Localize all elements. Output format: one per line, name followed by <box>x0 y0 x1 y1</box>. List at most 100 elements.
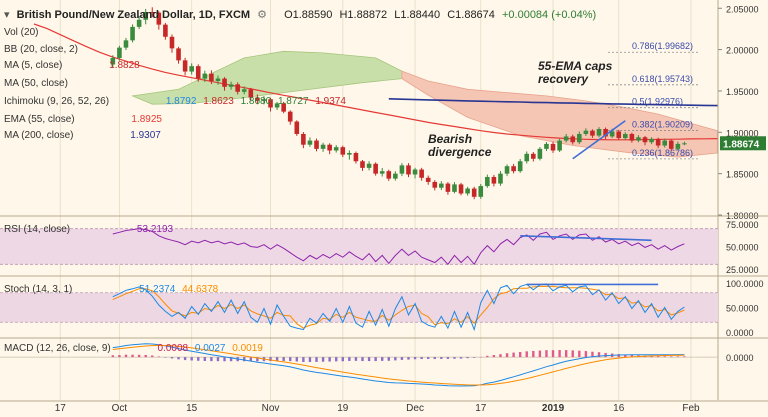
fib-label-2: 0.5(1.92976) <box>632 97 683 107</box>
macd-tick-label-0: 0.0000 <box>726 353 754 363</box>
candle-body <box>163 24 168 37</box>
legend-bb[interactable]: BB (20, close, 2) <box>4 44 82 55</box>
candle-body <box>287 111 293 122</box>
macd-hist-bar <box>466 357 469 359</box>
macd-hist-bar <box>354 357 358 361</box>
macd-hist-bar <box>197 357 200 361</box>
candle-body <box>583 130 589 134</box>
legend-rsi-label: RSI (14, close) <box>4 224 71 235</box>
legend-ichimoku-value-2: 1.8623 <box>203 96 234 107</box>
candle-body <box>425 177 431 182</box>
open-value: O1.88590 <box>284 9 333 21</box>
legend-macd[interactable]: MACD (12, 26, close, 9) 0.0008 0.0027 0.… <box>4 343 267 354</box>
candle-body <box>353 152 359 162</box>
legend-macd-hist-value: 0.0008 <box>157 343 189 354</box>
legend-ema55-value: 1.8925 <box>131 114 162 125</box>
macd-hist-bar <box>223 357 226 362</box>
legend-vol-label: Vol (20) <box>4 27 39 38</box>
legend-stoch[interactable]: Stoch (14, 3, 1) 51.2374 44.6378 <box>4 284 222 295</box>
price-tick-label-1: 2.00000 <box>726 46 759 56</box>
legend-macd-label: MACD (12, 26, close, 9) <box>4 343 111 354</box>
candle-body <box>412 169 418 175</box>
macd-hist-bar <box>144 354 147 358</box>
candle-body <box>419 169 424 178</box>
candle-body <box>340 147 346 155</box>
legend-vol[interactable]: Vol (20) <box>4 27 42 38</box>
macd-hist-bar <box>183 357 187 361</box>
legend-rsi[interactable]: RSI (14, close) 53.2193 <box>4 224 177 235</box>
macd-hist-bar <box>683 356 686 358</box>
x-tick-label-3: Nov <box>262 403 280 414</box>
price-axis-bg <box>718 0 768 417</box>
settings-icon[interactable]: ⚙ <box>257 9 268 21</box>
macd-hist-bar <box>289 357 292 362</box>
candle-body <box>189 66 194 72</box>
candle-body <box>195 66 201 79</box>
candle-body <box>590 130 595 136</box>
candle-body <box>209 73 214 82</box>
macd-hist-bar <box>282 357 285 361</box>
macd-hist-bar <box>203 357 207 361</box>
candle-body <box>623 133 628 139</box>
legend-ma5[interactable]: MA (5, close) 1.8828 <box>4 60 144 71</box>
close-value: C1.88674 <box>447 9 495 21</box>
candle-body <box>281 103 286 112</box>
symbol-title[interactable]: British Pound/New Zealand Dollar, 1D, FX… <box>16 9 251 21</box>
candle-body <box>248 89 254 98</box>
macd-hist-bar <box>328 357 331 362</box>
macd-hist-bar <box>676 356 680 358</box>
legend-ma50[interactable]: MA (50, close) <box>4 78 72 89</box>
macd-hist-bar <box>157 356 161 358</box>
macd-hist-bar <box>492 355 496 358</box>
candle-body <box>557 140 562 151</box>
legend-ema55[interactable]: EMA (55, close) 1.8925 <box>4 114 166 125</box>
candle-body <box>274 103 280 108</box>
x-tick-label-1: Oct <box>112 403 128 414</box>
candle-body <box>360 161 365 168</box>
stoch-tick-label-0: 100.0000 <box>726 279 764 289</box>
candle-body <box>504 166 510 174</box>
legend-ma5-value: 1.8828 <box>109 60 140 71</box>
legend-ichimoku-value-1: 1.8792 <box>165 96 197 107</box>
macd-hist-bar <box>118 355 121 358</box>
macd-hist-bar <box>532 350 535 358</box>
macd-hist-bar <box>604 352 607 358</box>
candle-body <box>491 176 497 184</box>
legend-ma200[interactable]: MA (200, close) 1.9307 <box>4 130 165 141</box>
annotation-bearish-line2: divergence <box>428 145 492 159</box>
candle-body <box>307 140 313 145</box>
legend-ma200-label: MA (200, close) <box>4 130 74 141</box>
legend-ichimoku-value-4: 1.8727 <box>277 96 309 107</box>
candle-body <box>517 161 523 172</box>
candle-body <box>563 136 569 141</box>
candle-body <box>682 143 687 145</box>
candle-body <box>649 138 654 143</box>
stoch-tick-label-2: 0.0000 <box>726 328 754 338</box>
macd-hist-bar <box>453 357 456 359</box>
macd-hist-bar <box>137 354 141 358</box>
candle-body <box>498 173 503 184</box>
macd-hist-bar <box>597 352 601 358</box>
legend-macd-signal-value: 0.0019 <box>232 343 263 354</box>
macd-hist-bar <box>256 357 259 362</box>
candle-body <box>117 47 122 59</box>
price-tick-label-0: 2.05000 <box>726 4 759 14</box>
ema55-line <box>33 23 731 141</box>
candle-body <box>439 183 444 188</box>
legend-stoch-d-value: 44.6378 <box>182 284 219 295</box>
legend-ma50-label: MA (50, close) <box>4 78 68 89</box>
candle-body <box>668 140 674 149</box>
macd-hist-bar <box>663 356 666 358</box>
macd-hist-bar <box>374 357 377 362</box>
legend-ichimoku[interactable]: Ichimoku (9, 26, 52, 26) 1.8792 1.8623 1… <box>4 96 350 107</box>
macd-hist-bar <box>341 357 344 362</box>
collapse-arrow-icon[interactable]: ▾ <box>4 9 10 21</box>
candle-body <box>261 99 267 101</box>
candle-body <box>452 184 457 192</box>
candle-body <box>603 129 608 137</box>
candle-body <box>544 143 549 149</box>
macd-hist-bar <box>151 355 154 358</box>
candle-body <box>465 188 470 194</box>
macd-hist-bar <box>427 357 430 359</box>
